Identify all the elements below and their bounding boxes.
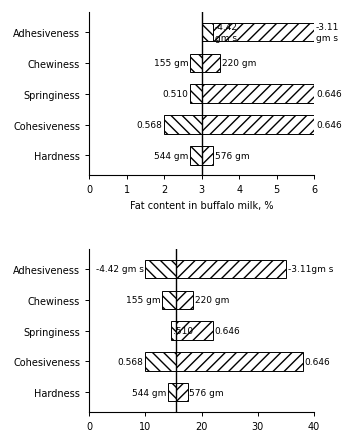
- Bar: [176, 260, 286, 279]
- Bar: [202, 147, 213, 165]
- Bar: [191, 55, 202, 73]
- Text: 0.646: 0.646: [215, 326, 241, 335]
- Text: 220 gm: 220 gm: [222, 59, 257, 68]
- Text: -3.11
gm s: -3.11 gm s: [316, 23, 340, 43]
- Bar: [202, 85, 314, 104]
- Text: -4.42
gm s: -4.42 gm s: [215, 23, 238, 43]
- Text: 544 gm: 544 gm: [154, 151, 188, 161]
- Text: 0.646: 0.646: [305, 357, 331, 366]
- Text: 220 gm: 220 gm: [195, 296, 230, 305]
- Bar: [168, 383, 176, 401]
- Text: -3.11gm s: -3.11gm s: [288, 265, 333, 274]
- Bar: [213, 24, 314, 42]
- Bar: [171, 322, 176, 340]
- Text: 0.646: 0.646: [316, 90, 342, 99]
- Text: 0.568: 0.568: [136, 121, 162, 130]
- Text: 0.510: 0.510: [163, 90, 188, 99]
- Text: 576 gm: 576 gm: [215, 151, 250, 161]
- Bar: [191, 85, 202, 104]
- Text: 0.646: 0.646: [316, 121, 342, 130]
- Bar: [176, 352, 303, 371]
- Bar: [162, 291, 176, 309]
- Text: 576 gm: 576 gm: [190, 388, 224, 397]
- Bar: [146, 260, 176, 279]
- Bar: [176, 291, 193, 309]
- Bar: [191, 147, 202, 165]
- Bar: [146, 352, 176, 371]
- Bar: [202, 24, 213, 42]
- Text: 544 gm: 544 gm: [132, 388, 166, 397]
- Text: -4.42 gm s: -4.42 gm s: [96, 265, 144, 274]
- Text: 155 gm: 155 gm: [154, 59, 188, 68]
- Bar: [176, 383, 188, 401]
- X-axis label: Fat content in buffalo milk, %: Fat content in buffalo milk, %: [130, 201, 273, 210]
- Bar: [164, 116, 202, 135]
- Bar: [176, 322, 213, 340]
- Text: .510: .510: [172, 326, 193, 335]
- Bar: [202, 116, 314, 135]
- Text: 0.568: 0.568: [118, 357, 144, 366]
- Text: 155 gm: 155 gm: [126, 296, 161, 305]
- Bar: [202, 55, 220, 73]
